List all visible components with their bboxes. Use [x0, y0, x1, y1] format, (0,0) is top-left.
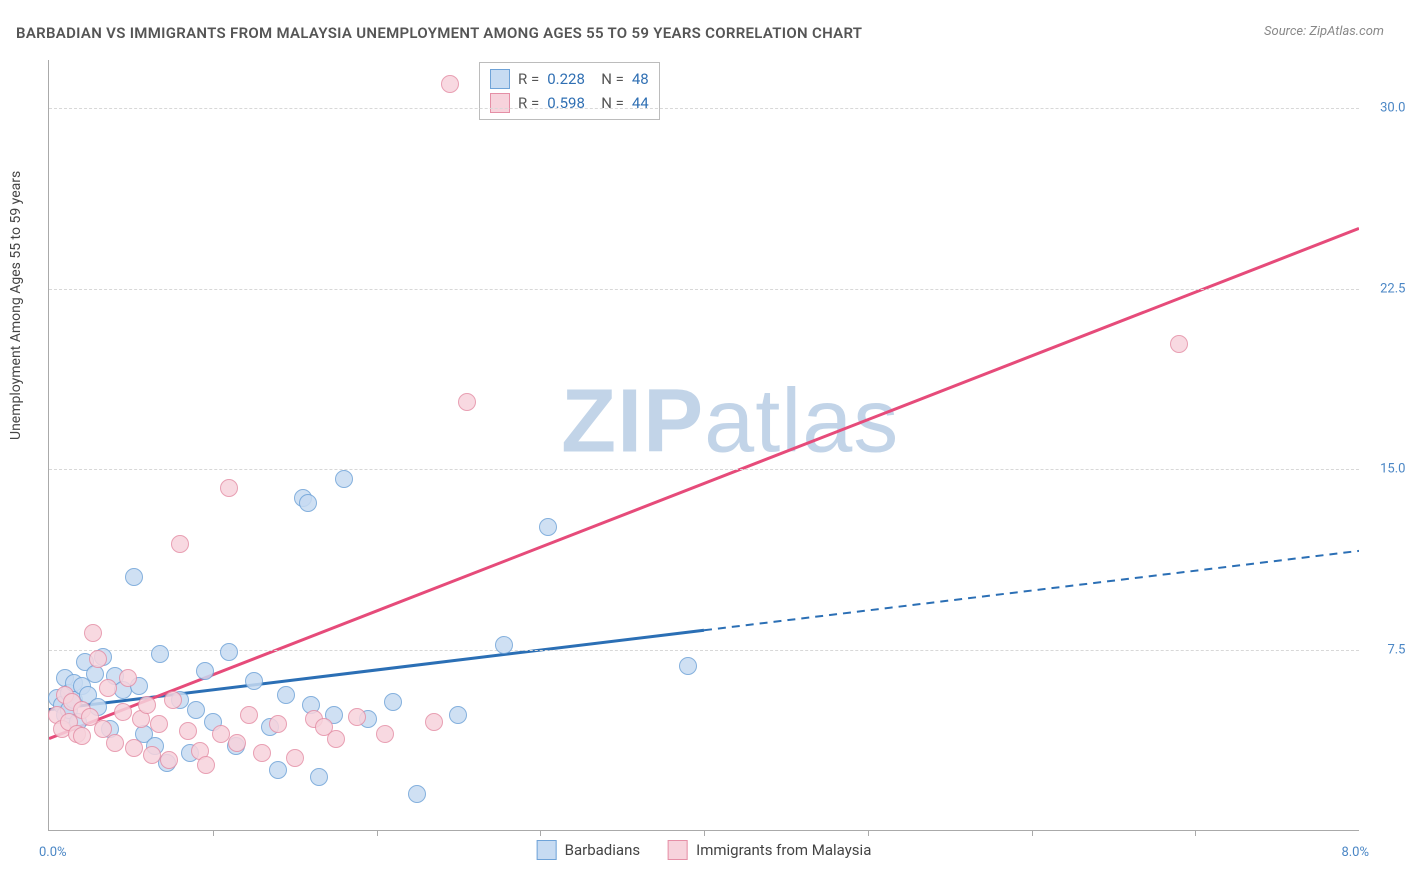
n-label: N =: [601, 70, 624, 88]
legend-swatch: [490, 93, 510, 113]
scatter-point: [84, 624, 102, 642]
scatter-point: [458, 393, 476, 411]
scatter-point: [327, 730, 345, 748]
r-label: R =: [518, 94, 539, 112]
scatter-point: [245, 672, 263, 690]
scatter-point: [220, 479, 238, 497]
scatter-point: [89, 650, 107, 668]
x-tick: [704, 830, 705, 836]
scatter-point: [143, 746, 161, 764]
scatter-point: [277, 686, 295, 704]
stats-legend: R = 0.228 N = 48 R = 0.598 N = 44: [479, 62, 660, 120]
gridline: [49, 108, 1359, 109]
scatter-point: [125, 568, 143, 586]
scatter-point: [679, 657, 697, 675]
n-label: N =: [601, 94, 624, 112]
scatter-point: [310, 768, 328, 786]
r-value: 0.228: [547, 70, 593, 88]
y-tick-label: 15.0%: [1380, 462, 1406, 477]
y-tick-label: 7.5%: [1387, 642, 1406, 657]
scatter-point: [151, 645, 169, 663]
scatter-point: [212, 725, 230, 743]
scatter-point: [119, 669, 137, 687]
scatter-point: [384, 693, 402, 711]
n-value: 48: [632, 70, 649, 88]
r-label: R =: [518, 70, 539, 88]
scatter-point: [150, 715, 168, 733]
scatter-point: [1170, 335, 1188, 353]
legend-label: Immigrants from Malaysia: [696, 841, 871, 859]
scatter-point: [441, 75, 459, 93]
scatter-point: [335, 470, 353, 488]
scatter-point: [425, 713, 443, 731]
scatter-point: [299, 494, 317, 512]
scatter-point: [376, 725, 394, 743]
scatter-point: [196, 662, 214, 680]
x-axis-min-label: 0.0%: [39, 845, 67, 860]
n-value: 44: [632, 94, 649, 112]
scatter-point: [73, 727, 91, 745]
stats-row: R = 0.228 N = 48: [490, 67, 649, 91]
x-axis-max-label: 8.0%: [1341, 845, 1369, 860]
series-legend: Barbadians Immigrants from Malaysia: [537, 840, 872, 860]
gridline: [49, 650, 1359, 651]
legend-swatch: [668, 840, 688, 860]
chart-title: BARBADIAN VS IMMIGRANTS FROM MALAYSIA UN…: [16, 24, 862, 42]
source-attribution: Source: ZipAtlas.com: [1264, 24, 1384, 39]
y-tick-label: 30.0%: [1380, 101, 1406, 116]
scatter-point: [240, 706, 258, 724]
scatter-point: [269, 715, 287, 733]
scatter-point: [286, 749, 304, 767]
y-axis-label: Unemployment Among Ages 55 to 59 years: [8, 171, 24, 440]
scatter-point: [179, 722, 197, 740]
scatter-point: [348, 708, 366, 726]
scatter-point: [253, 744, 271, 762]
stats-row: R = 0.598 N = 44: [490, 91, 649, 115]
watermark: ZIPatlas: [561, 370, 899, 473]
x-tick: [213, 830, 214, 836]
legend-item: Barbadians: [537, 840, 640, 860]
scatter-point: [539, 518, 557, 536]
scatter-point: [160, 751, 178, 769]
x-tick: [377, 830, 378, 836]
y-tick-label: 22.5%: [1380, 281, 1406, 296]
plot-area: ZIPatlas R =0.228N =48R =0.598N =44 0.0%…: [48, 60, 1359, 831]
scatter-point: [138, 696, 156, 714]
scatter-point: [197, 756, 215, 774]
legend-item: Immigrants from Malaysia: [668, 840, 871, 860]
scatter-point: [228, 734, 246, 752]
scatter-point: [171, 535, 189, 553]
scatter-point: [99, 679, 117, 697]
scatter-point: [220, 643, 238, 661]
chart-container: BARBADIAN VS IMMIGRANTS FROM MALAYSIA UN…: [0, 0, 1406, 892]
scatter-point: [408, 785, 426, 803]
scatter-point: [164, 691, 182, 709]
x-tick: [540, 830, 541, 836]
gridline: [49, 289, 1359, 290]
scatter-point: [106, 734, 124, 752]
x-tick: [1195, 830, 1196, 836]
legend-label: Barbadians: [565, 841, 640, 859]
scatter-point: [269, 761, 287, 779]
x-tick: [1032, 830, 1033, 836]
scatter-point: [495, 636, 513, 654]
legend-swatch: [537, 840, 557, 860]
scatter-point: [187, 701, 205, 719]
legend-swatch: [490, 69, 510, 89]
x-tick: [868, 830, 869, 836]
gridline: [49, 469, 1359, 470]
scatter-point: [449, 706, 467, 724]
scatter-point: [114, 703, 132, 721]
scatter-point: [125, 739, 143, 757]
r-value: 0.598: [547, 94, 593, 112]
